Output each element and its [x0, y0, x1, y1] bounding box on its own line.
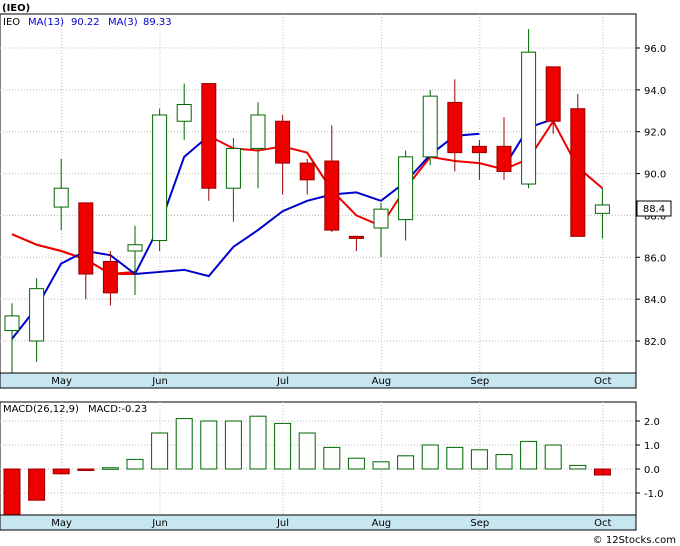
month-label: Aug: [372, 376, 392, 387]
month-label: Jul: [276, 518, 289, 529]
chart-title: (IEO): [2, 3, 30, 14]
last-price-tag: [636, 200, 672, 217]
watermark: © 12Stocks.com: [593, 535, 676, 546]
month-label: Jul: [276, 376, 289, 387]
candle: [521, 51, 537, 185]
price-tick-label: 82.0: [644, 337, 666, 348]
macd-x-axis-band: [0, 514, 637, 531]
macd-bar: [52, 468, 70, 475]
candle: [250, 114, 266, 149]
macd-bar: [397, 455, 415, 470]
month-label: May: [51, 376, 72, 387]
candle: [176, 104, 192, 122]
month-label: Sep: [470, 376, 489, 387]
macd-bar: [77, 468, 95, 471]
macd-bar: [175, 418, 193, 470]
candle: [127, 244, 143, 252]
legend-ma13-value: 90.22: [71, 17, 100, 28]
macd-bar: [101, 467, 119, 470]
candle: [102, 260, 118, 294]
macd-bar: [421, 444, 439, 470]
macd-bar: [3, 468, 21, 516]
macd-grid: [0, 402, 636, 515]
macd-bar: [200, 420, 218, 470]
month-label: Oct: [594, 376, 611, 387]
candle: [447, 101, 463, 154]
candle: [594, 204, 610, 214]
price-panel: [0, 13, 637, 389]
candle: [324, 160, 340, 231]
macd-legend: MACD(26,12,9): [3, 404, 79, 415]
price-y-axis: 82.0 84.0 86.0 88.0 90.0 92.0 94.0 96.0: [636, 44, 666, 348]
macd-bar: [126, 458, 144, 470]
macd-x-axis-labels: May Jun Jul Aug Sep Oct: [51, 518, 611, 529]
macd-bar: [249, 415, 267, 470]
macd-bar: [569, 464, 587, 470]
candle: [422, 95, 438, 158]
candle: [348, 235, 364, 239]
price-tick-label: 92.0: [644, 128, 666, 139]
price-grid: [0, 14, 636, 373]
month-label: Oct: [594, 518, 611, 529]
macd-bar: [274, 422, 292, 470]
ma13-line: [134, 132, 480, 278]
candle: [570, 108, 586, 237]
macd-bar: [298, 432, 316, 470]
candle: [225, 147, 241, 189]
price-tick-label: 84.0: [644, 295, 666, 306]
candle: [4, 315, 20, 332]
candles: [4, 29, 610, 383]
price-tick-label: 96.0: [644, 44, 666, 55]
candle: [299, 162, 315, 181]
candle: [496, 145, 512, 172]
price-tick-label: 86.0: [644, 253, 666, 264]
macd-bars: [3, 415, 611, 516]
candle: [29, 288, 45, 342]
macd-bar: [28, 468, 46, 501]
macd-tick-label: 0.0: [644, 465, 660, 476]
month-label: May: [51, 518, 72, 529]
macd-tick-label: 1.0: [644, 441, 660, 452]
macd-bar: [323, 446, 341, 470]
macd-bar: [446, 446, 464, 470]
macd-bar: [372, 461, 390, 470]
macd-y-axis: 2.0 1.0 0.0 -1.0: [636, 417, 664, 500]
price-x-axis-band: [0, 372, 637, 389]
candle: [78, 202, 94, 275]
last-price-label: 88.4: [643, 204, 665, 215]
macd-bar: [347, 457, 365, 470]
month-label: Jun: [151, 376, 168, 387]
price-tick-label: 88.0: [644, 211, 666, 222]
price-tick-label: 94.0: [644, 86, 666, 97]
price-tick-label: 90.0: [644, 170, 666, 181]
candle: [275, 120, 291, 164]
legend-ticker: IEO: [3, 17, 20, 28]
legend-ma3: MA(3): [108, 17, 138, 28]
macd-bar: [470, 449, 488, 470]
candle: [53, 187, 69, 208]
candle: [201, 83, 217, 189]
month-label: Aug: [372, 518, 392, 529]
candle: [152, 114, 168, 242]
macd-bar: [544, 444, 562, 470]
candle: [545, 66, 561, 122]
candle: [471, 145, 487, 154]
legend-ma13: MA(13): [28, 17, 64, 28]
macd-bar: [151, 432, 169, 470]
macd-bar: [593, 468, 611, 476]
candle: [398, 156, 414, 221]
macd-bar: [224, 420, 242, 470]
macd-bar: [495, 454, 513, 470]
candle: [373, 208, 389, 229]
price-x-axis-labels: May Jun Jul Aug Sep Oct: [51, 376, 611, 387]
macd-tick-label: 2.0: [644, 417, 660, 428]
month-label: Sep: [470, 518, 489, 529]
macd-tick-label: -1.0: [644, 489, 664, 500]
macd-value-legend: MACD:-0.23: [88, 404, 147, 415]
legend-ma3-value: 89.33: [143, 17, 172, 28]
macd-bar: [520, 440, 538, 470]
month-label: Jun: [151, 518, 168, 529]
